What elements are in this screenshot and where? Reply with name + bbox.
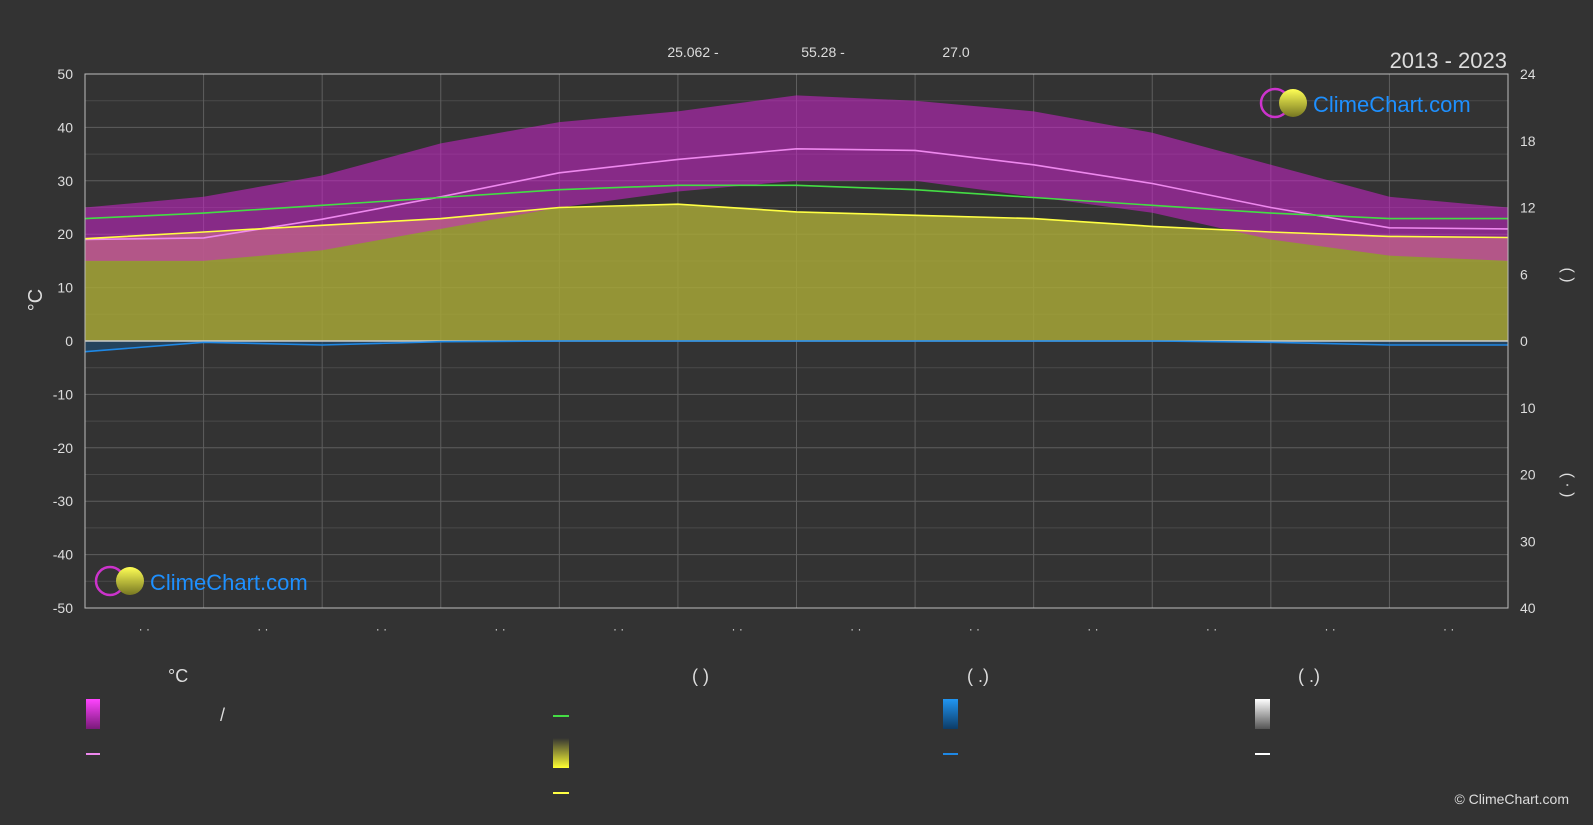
month-label: · · [376, 622, 387, 636]
legend-swatch-snow [1255, 699, 1270, 729]
elevation-label: 27.0 [942, 44, 969, 60]
month-label: · · [139, 622, 150, 636]
left-axis-title: °C [25, 289, 47, 311]
logo-sun-icon [116, 567, 144, 595]
right-tick-label-top: 24 [1520, 66, 1536, 82]
day-temperature-band [85, 95, 1508, 261]
month-label: · · [1324, 622, 1335, 636]
left-tick-label: 50 [57, 66, 73, 82]
period-label: 2013 - 2023 [1390, 48, 1507, 73]
month-label: · · [257, 622, 268, 636]
month-label: · · [1087, 622, 1098, 636]
left-tick-label: 20 [57, 226, 73, 242]
plot-frame [84, 73, 1509, 609]
axes: 50 40 30 20 10 0 -10 -20 -30 -40 -50 24 18 12 6 0 10 20 30… [53, 66, 1536, 636]
latitude-label: 25.062 - [667, 44, 719, 60]
sunshine-area [85, 204, 1508, 341]
month-label: · · [494, 622, 505, 636]
data-lines [84, 147, 1509, 353]
series-line-day-max-temperature [84, 147, 1509, 241]
series-line-daylight-hours [84, 184, 1508, 220]
right-axis-title-bottom: ( · ) [1559, 473, 1576, 498]
left-tick-label: -30 [53, 493, 73, 509]
left-tick-label: -50 [53, 600, 73, 616]
legend-header-rain: ( .) [967, 666, 989, 686]
logo-text-bottom: ClimeChart.com [150, 570, 308, 595]
left-tick-label: 0 [65, 333, 73, 349]
left-tick-label: -20 [53, 440, 73, 456]
legend-swatch-day-range [86, 699, 100, 729]
longitude-label: 55.28 - [801, 44, 845, 60]
left-tick-label: 30 [57, 173, 73, 189]
logo-text-top: ClimeChart.com [1313, 92, 1471, 117]
month-label: · · [1443, 622, 1454, 636]
legend-header-sun: ( ) [692, 666, 709, 686]
month-label: · · [969, 622, 980, 636]
series-line-precipitation [84, 340, 1508, 353]
month-label: · · [850, 622, 861, 636]
right-tick-label-top: 12 [1520, 200, 1536, 216]
right-tick-label-top: 6 [1520, 266, 1528, 282]
month-label: · · [613, 622, 624, 636]
right-tick-label-top: 18 [1520, 133, 1536, 149]
logo-top: ClimeChart.com [1259, 87, 1471, 119]
legend-header-temperature: °C [168, 666, 188, 686]
copyright-text: © ClimeChart.com [1454, 791, 1569, 807]
logo-bottom: ClimeChart.com [94, 565, 308, 597]
month-label: · · [1206, 622, 1217, 636]
left-tick-label: -40 [53, 547, 73, 563]
legend-item-day-range: / [220, 705, 225, 725]
right-tick-label-bottom: 40 [1520, 600, 1536, 616]
left-tick-label: 40 [57, 119, 73, 135]
legend: °C / ( ) ( .) ( .) [86, 666, 1320, 794]
legend-swatch-rain [943, 699, 958, 729]
legend-header-snow: ( .) [1298, 666, 1320, 686]
month-label: · · [732, 622, 743, 636]
legend-swatch-sunshine [553, 738, 569, 768]
series-line-sunshine-hours [84, 203, 1509, 240]
right-tick-label-bottom: 30 [1520, 533, 1536, 549]
right-tick-label-top: 0 [1520, 333, 1528, 349]
right-axis-title-top: ( ) [1559, 267, 1576, 282]
left-tick-label: 10 [57, 280, 73, 296]
left-tick-label: -10 [53, 386, 73, 402]
right-tick-label-bottom: 20 [1520, 467, 1536, 483]
logo-sun-icon [1279, 89, 1307, 117]
right-tick-label-bottom: 10 [1520, 400, 1536, 416]
data-fills [85, 95, 1508, 352]
